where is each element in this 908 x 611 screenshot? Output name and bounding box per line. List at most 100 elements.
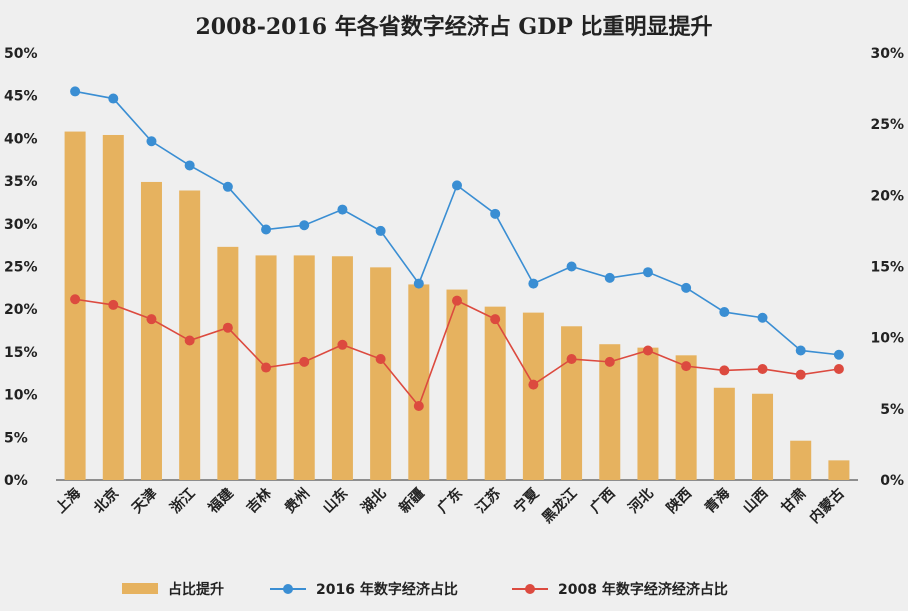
- point-2016: [337, 204, 348, 215]
- legend-label-bar: 占比提升: [168, 581, 224, 598]
- point-2016: [490, 208, 501, 219]
- right-axis-tick-label: 10%: [870, 331, 904, 347]
- bar: [828, 460, 850, 480]
- legend-swatch-2016-marker: [283, 584, 293, 594]
- category-label: 广东: [434, 485, 466, 517]
- legend-label-2016: 2016 年数字经济占比: [316, 581, 458, 598]
- category-label: 天津: [128, 485, 160, 517]
- right-axis-tick-label: 25%: [870, 117, 904, 133]
- left-axis-tick-label: 10%: [4, 388, 38, 404]
- left-axis-tick-label: 0%: [4, 473, 28, 489]
- left-axis-tick-label: 35%: [4, 174, 38, 190]
- point-2016: [146, 136, 157, 147]
- point-2016: [681, 282, 692, 293]
- left-axis-tick-label: 45%: [4, 89, 38, 105]
- right-axis-tick-label: 30%: [870, 46, 904, 62]
- bar: [140, 181, 162, 481]
- point-2016: [70, 86, 81, 97]
- point-2016: [528, 278, 539, 289]
- point-2008: [757, 363, 768, 374]
- bar: [561, 326, 583, 480]
- bar: [790, 440, 812, 480]
- point-2008: [413, 400, 424, 411]
- category-label: 青海: [701, 485, 733, 517]
- category-label: 北京: [90, 485, 122, 517]
- bar: [179, 190, 201, 480]
- category-label: 福建: [204, 485, 237, 518]
- point-2008: [299, 356, 310, 367]
- point-2016: [375, 225, 386, 236]
- left-axis-tick-label: 50%: [4, 46, 38, 62]
- category-label: 新疆: [396, 485, 428, 517]
- category-label: 江苏: [472, 485, 504, 517]
- left-axis-tick-label: 20%: [4, 302, 38, 318]
- left-axis-tick-label: 25%: [4, 260, 38, 276]
- bar: [217, 246, 239, 480]
- bar: [675, 355, 697, 480]
- legend-label-2008: 2008 年数字经济经济占比: [558, 581, 728, 598]
- category-label: 上海: [52, 485, 84, 517]
- point-2016: [566, 261, 577, 272]
- bar: [408, 284, 430, 480]
- legend-swatch-2008-marker: [525, 584, 535, 594]
- point-2016: [452, 180, 462, 191]
- bar: [713, 387, 735, 480]
- point-2016: [719, 307, 730, 318]
- point-2016: [184, 160, 195, 171]
- legend: 占比提升 2016 年数字经济占比 2008 年数字经济经济占比: [122, 581, 728, 598]
- point-2016: [413, 278, 424, 289]
- left-axis-tick-label: 30%: [4, 217, 38, 233]
- point-2008: [795, 369, 806, 380]
- category-label: 河北: [625, 485, 657, 517]
- point-2016: [108, 93, 119, 104]
- point-2016: [795, 345, 806, 356]
- category-label: 甘肃: [778, 485, 810, 517]
- point-2008: [184, 335, 195, 346]
- point-2008: [719, 365, 730, 376]
- point-2016: [757, 312, 768, 323]
- point-2008: [528, 379, 539, 390]
- point-2008: [604, 356, 615, 367]
- point-2008: [681, 361, 692, 372]
- point-2008: [375, 354, 386, 365]
- right-axis-tick-label: 0%: [880, 473, 904, 489]
- category-label: 宁夏: [510, 484, 543, 517]
- category-label: 吉林: [243, 485, 275, 517]
- bar: [637, 347, 659, 480]
- category-label: 湖北: [358, 486, 389, 517]
- category-label: 浙江: [167, 485, 199, 517]
- bar: [522, 312, 544, 480]
- point-2008: [833, 363, 844, 374]
- point-2008: [70, 294, 81, 305]
- point-2008: [108, 299, 119, 310]
- point-2008: [642, 345, 653, 356]
- left-axis-tick-label: 5%: [4, 430, 28, 446]
- point-2008: [490, 314, 501, 325]
- bar: [293, 255, 315, 480]
- point-2008: [146, 314, 157, 325]
- category-label: 山东: [319, 485, 351, 517]
- category-label: 陕西: [663, 485, 695, 517]
- point-2008: [452, 295, 462, 306]
- bar: [370, 267, 392, 480]
- point-2008: [261, 362, 272, 373]
- point-2008: [566, 354, 577, 365]
- bar: [446, 289, 468, 480]
- bar: [331, 256, 353, 480]
- point-2016: [604, 272, 615, 283]
- point-2016: [299, 220, 310, 231]
- point-2016: [642, 267, 653, 278]
- category-label: 贵州: [281, 485, 313, 517]
- point-2008: [337, 339, 348, 350]
- bar: [484, 306, 506, 480]
- bars-layer: [64, 131, 850, 481]
- category-label: 广西: [587, 485, 619, 517]
- chart-title: 2008-2016 年各省数字经济占 GDP 比重明显提升: [196, 14, 713, 40]
- point-2016: [833, 349, 844, 360]
- right-axis-tick-label: 15%: [870, 260, 904, 276]
- right-axis-tick-label: 5%: [880, 402, 904, 418]
- bar: [64, 131, 86, 480]
- category-label: 山西: [740, 486, 771, 517]
